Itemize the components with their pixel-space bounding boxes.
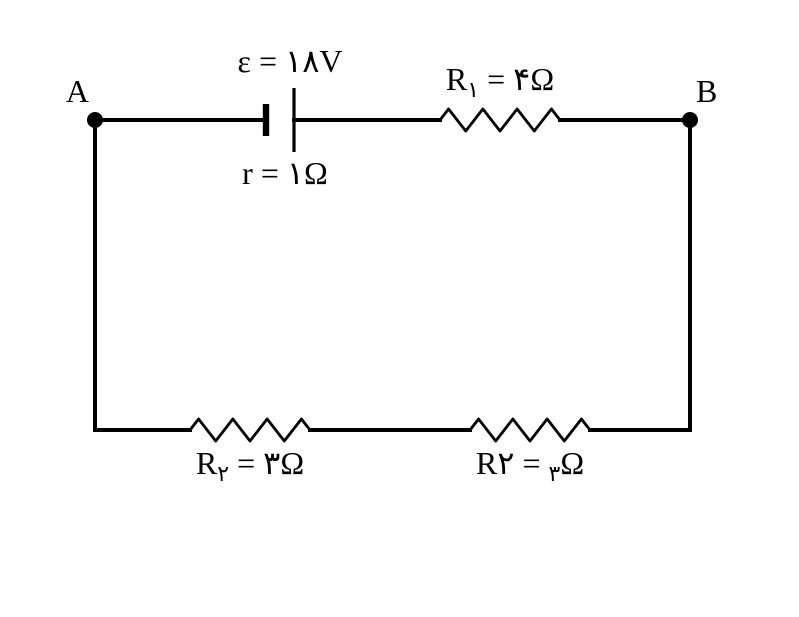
node-A xyxy=(87,112,103,128)
node-label-A: A xyxy=(66,73,89,109)
internal-r-label: r = ١Ω xyxy=(242,155,328,191)
resistor-R3 xyxy=(470,419,590,441)
circuit-diagram: ε = ١٨V r = ١Ω R١ = ۴Ω R۲ = ٣Ω R٣ = ٢Ω A B xyxy=(0,0,799,617)
resistor-label-R1: R١ = ۴Ω xyxy=(446,61,554,102)
resistor-label-R3: R٣ = ٢Ω xyxy=(476,445,584,486)
resistor-label-R2: R۲ = ٣Ω xyxy=(196,445,304,486)
resistor-R1 xyxy=(440,109,560,131)
node-B xyxy=(682,112,698,128)
node-label-B: B xyxy=(696,73,717,109)
emf-label: ε = ١٨V xyxy=(238,43,343,79)
resistor-R2 xyxy=(190,419,310,441)
